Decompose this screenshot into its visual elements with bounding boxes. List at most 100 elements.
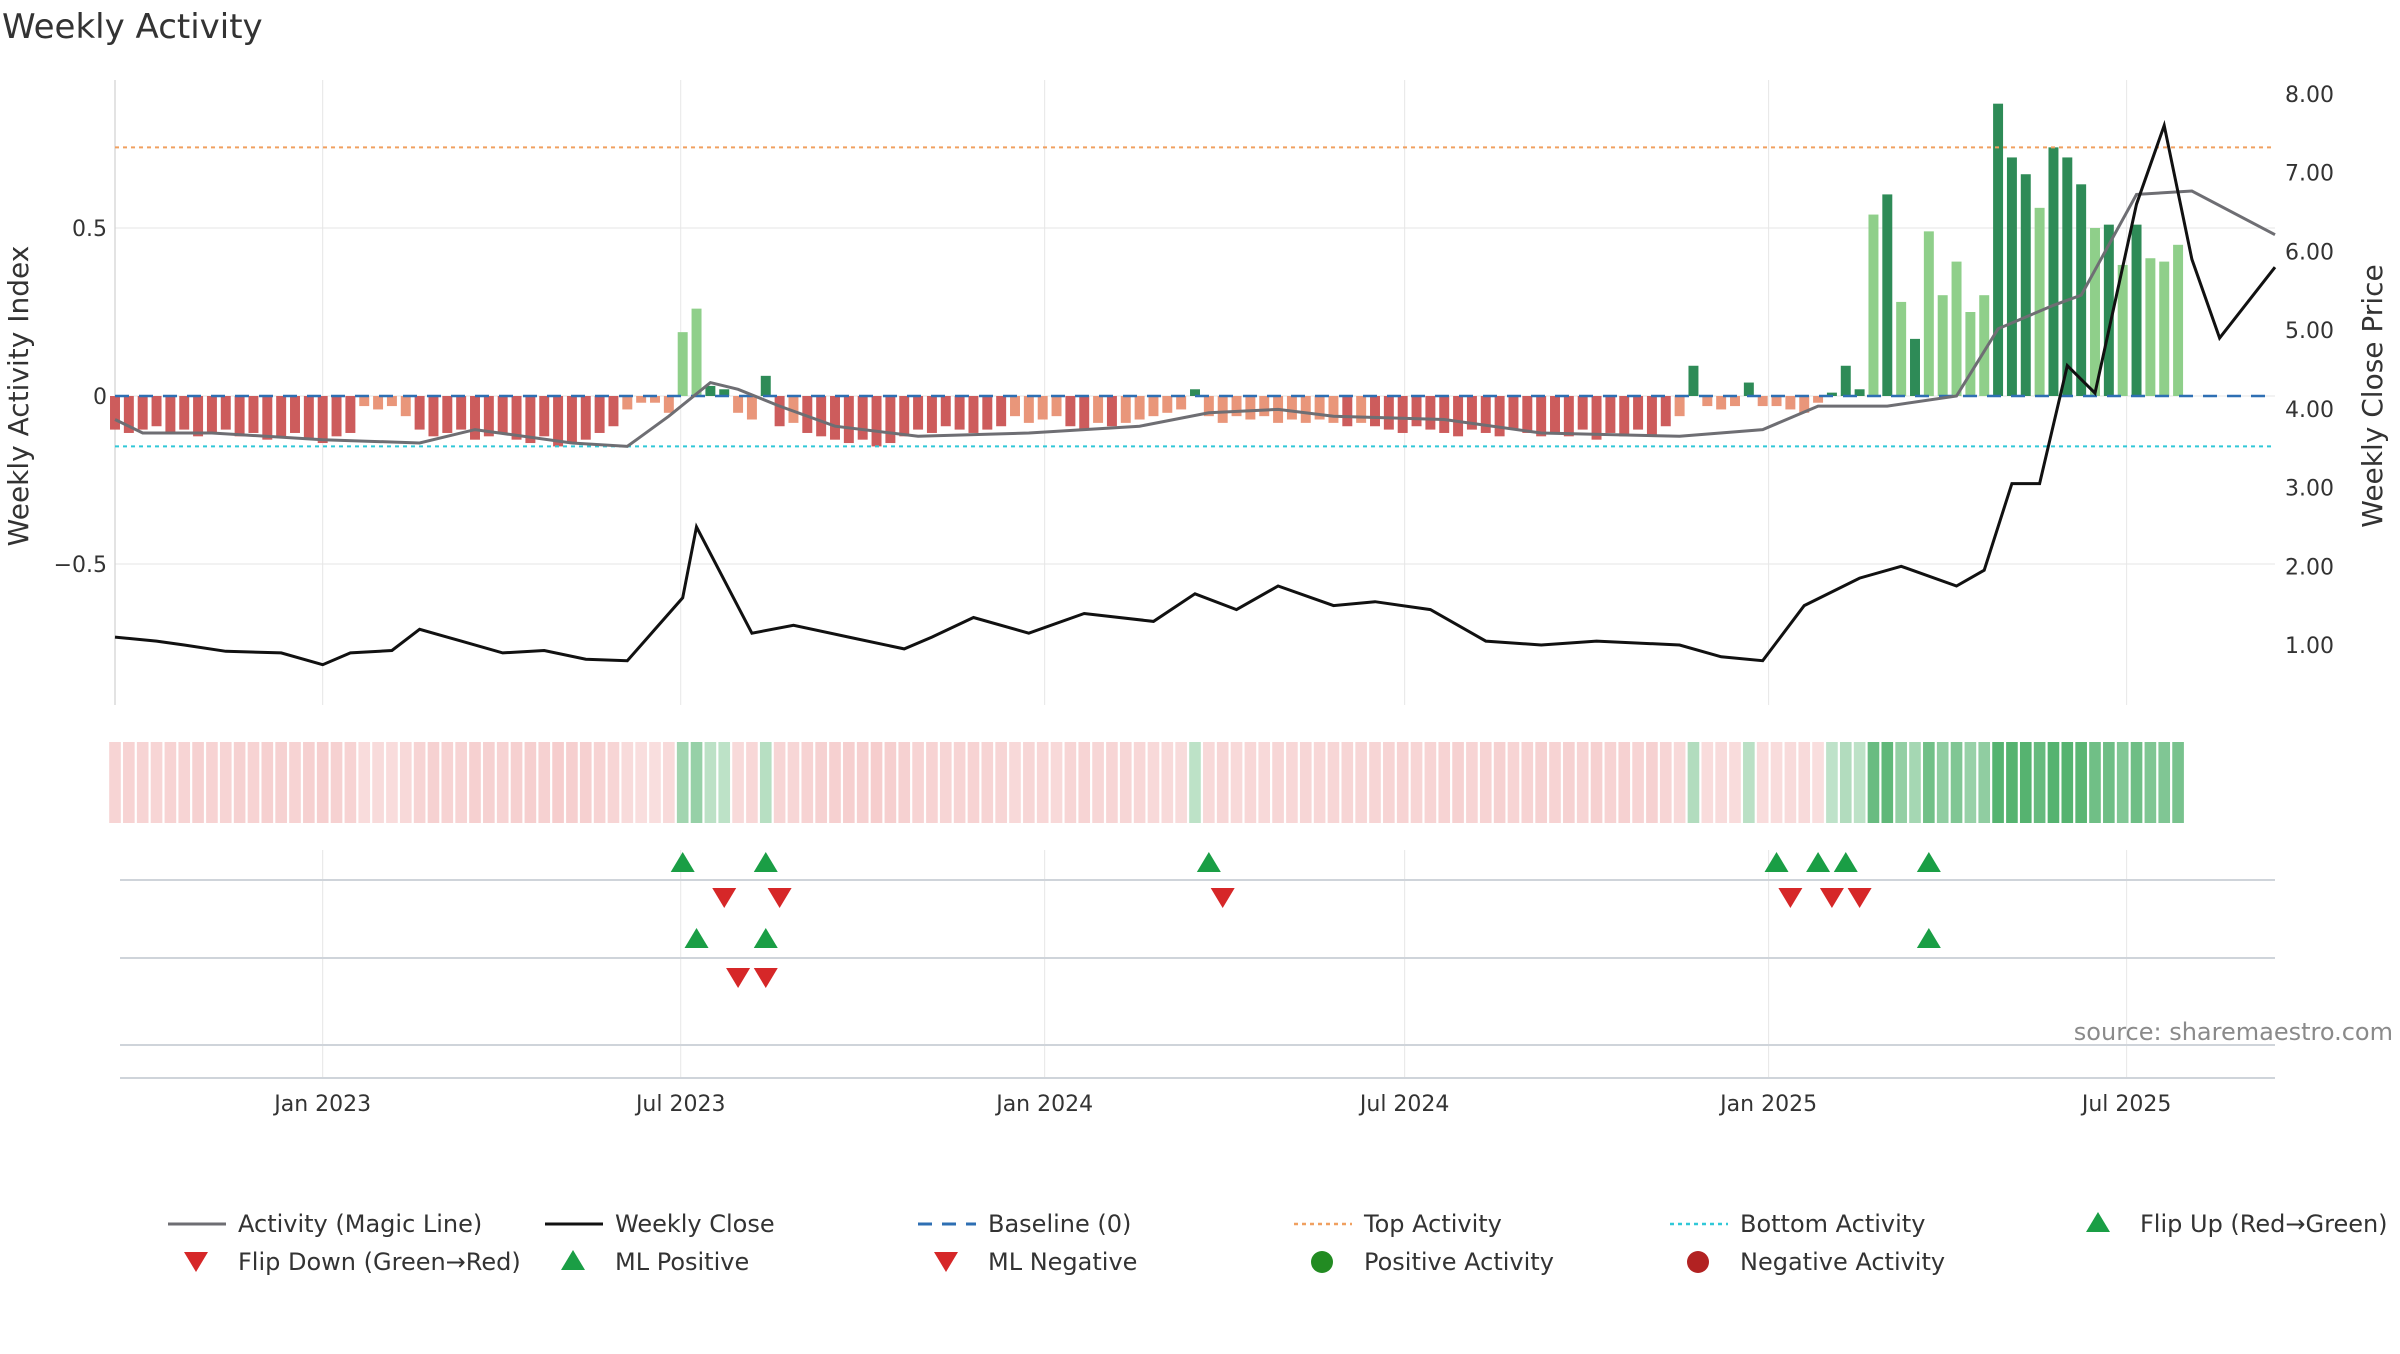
activity-bar — [857, 396, 868, 440]
heat-cell — [2033, 742, 2046, 823]
heat-cell — [1618, 742, 1631, 823]
activity-bar — [1383, 396, 1394, 430]
activity-bar — [400, 396, 411, 417]
heat-cell — [1424, 742, 1437, 823]
activity-bar — [719, 389, 730, 396]
ml-positive-marker — [753, 928, 778, 948]
heat-cell — [164, 742, 177, 823]
heat-cell — [1023, 742, 1035, 823]
activity-bar — [276, 396, 287, 437]
heat-cell — [455, 742, 467, 823]
heat-cell — [2061, 742, 2074, 823]
heat-cell — [399, 742, 412, 823]
activity-bar — [1259, 396, 1270, 417]
activity-bar — [2145, 258, 2156, 396]
heat-cell — [1452, 742, 1464, 823]
heat-cell — [1286, 742, 1298, 823]
legend: Activity (Magic Line) Weekly Close Baselin… — [168, 1210, 2388, 1276]
activity-bar — [386, 396, 397, 407]
y-right-tick-label: 7.00 — [2285, 162, 2334, 187]
activity-bar — [1217, 396, 1228, 423]
activity-bar — [1550, 396, 1560, 433]
flip-up-marker — [1806, 852, 1831, 872]
heat-cell — [496, 742, 509, 823]
activity-bar — [1134, 396, 1145, 420]
activity-bar — [110, 396, 120, 430]
activity-bar — [968, 396, 979, 433]
activity-bar — [1688, 365, 1699, 396]
ml-negative-markers — [726, 968, 778, 988]
heat-cell — [1175, 742, 1187, 823]
heat-cell — [1493, 742, 1506, 823]
activity-bar — [1370, 396, 1380, 427]
heat-cell — [1853, 742, 1866, 823]
activity-bar — [954, 396, 965, 430]
heat-cell — [566, 742, 578, 823]
flip-up-markers — [670, 852, 1941, 872]
activity-bar — [373, 396, 384, 410]
heat-cell — [247, 742, 260, 823]
ml-negative-marker — [753, 968, 778, 988]
heat-cell — [953, 742, 966, 823]
ml-positive-markers — [684, 928, 1941, 948]
flip-down-marker — [767, 888, 792, 908]
y-left-tick-label: 0.5 — [72, 217, 107, 242]
activity-bar — [1079, 396, 1090, 430]
heat-cell — [358, 742, 371, 823]
heat-cell — [469, 742, 481, 823]
heat-cell — [1659, 742, 1672, 823]
heat-cell — [1729, 742, 1741, 823]
y-right-axis-label: Weekly Close Price — [2356, 264, 2389, 527]
activity-bar — [331, 396, 342, 437]
legend-label: ML Negative — [988, 1248, 1137, 1276]
flip-up-marker — [1196, 852, 1221, 872]
heat-cell — [912, 742, 924, 823]
heat-cell — [1341, 742, 1354, 823]
heat-cell — [344, 742, 357, 823]
activity-bar — [2090, 228, 2100, 396]
heat-cell — [1147, 742, 1160, 823]
legend-item: Flip Up (Red→Green) — [2086, 1210, 2388, 1238]
activity-bar — [234, 396, 245, 437]
activity-bar — [206, 396, 217, 433]
heat-cell — [939, 742, 952, 823]
heat-cell — [2130, 742, 2143, 823]
activity-bar — [2034, 207, 2045, 396]
activity-bar — [677, 332, 688, 396]
activity-bar — [802, 396, 813, 433]
activity-bar — [1522, 396, 1533, 433]
heat-cell — [1369, 742, 1381, 823]
activity-bar — [1190, 389, 1200, 396]
heat-cell — [178, 742, 191, 823]
activity-bar — [262, 396, 273, 440]
heat-cell — [1784, 742, 1797, 823]
activity-bar — [1716, 396, 1727, 410]
heat-cell — [1936, 742, 1949, 823]
heat-cell — [372, 742, 384, 823]
heat-cell — [884, 742, 897, 823]
activity-bar — [1633, 396, 1644, 430]
heat-cell — [1244, 742, 1257, 823]
heat-cell — [1355, 742, 1367, 823]
activity-bar — [1799, 396, 1810, 413]
activity-bar — [1051, 396, 1062, 417]
heat-cell — [219, 742, 232, 823]
heat-cell — [261, 742, 274, 823]
activity-bar — [1826, 392, 1837, 396]
activity-bar — [220, 396, 231, 430]
activity-bar — [788, 396, 799, 423]
heat-cell — [136, 742, 149, 823]
heat-cell — [1770, 742, 1783, 823]
activity-bar — [580, 396, 591, 440]
activity-bar — [1951, 261, 1962, 396]
heat-cell — [1092, 742, 1104, 823]
activity-bar — [1743, 382, 1754, 396]
activity-bar — [456, 396, 467, 430]
activity-bar — [2020, 174, 2031, 396]
y-left-tick-label: 0 — [93, 385, 107, 410]
activity-bar — [1910, 338, 1920, 396]
heat-cell — [413, 742, 426, 823]
activity-bar — [1342, 396, 1353, 427]
heat-cell — [1867, 742, 1880, 823]
activity-bar — [428, 396, 439, 437]
